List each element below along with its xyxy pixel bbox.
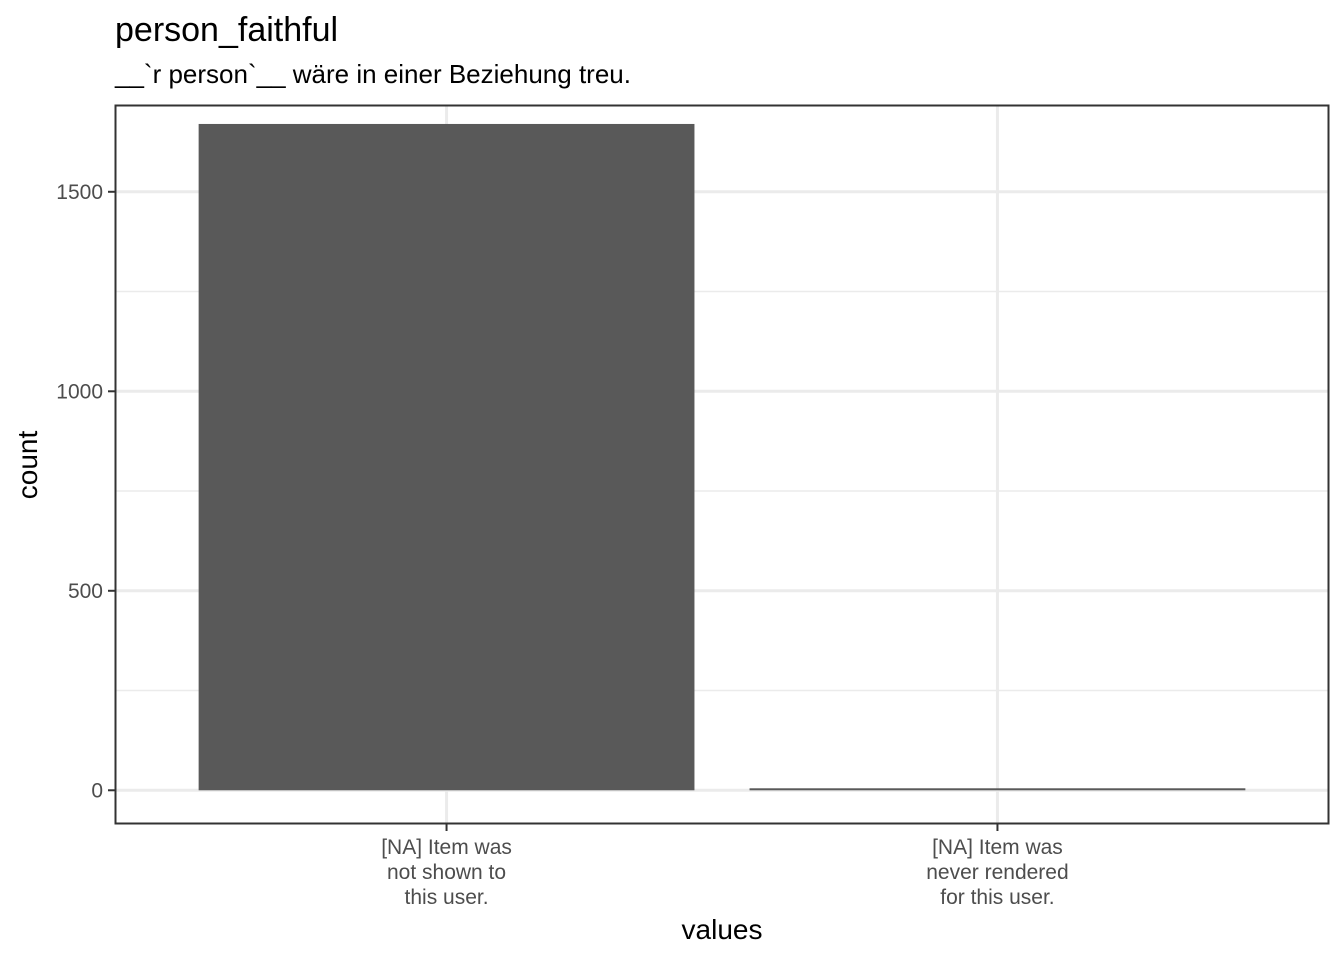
panel-border bbox=[114, 104, 1330, 825]
bar bbox=[198, 123, 695, 791]
x-tick-label-line: never rendered bbox=[926, 861, 1068, 884]
y-tick-label: 1000 bbox=[56, 380, 103, 403]
x-tick-label-line: [NA] Item was bbox=[381, 836, 512, 859]
x-axis-title: values bbox=[682, 914, 763, 945]
bars bbox=[198, 123, 1246, 791]
chart-subtitle: __`r person`__ wäre in einer Beziehung t… bbox=[114, 59, 631, 89]
x-tick-label-line: not shown to bbox=[387, 861, 506, 884]
y-tick-label: 500 bbox=[68, 580, 103, 603]
x-tick-label: [NA] Item was never rendered for this user… bbox=[926, 836, 1068, 909]
y-tick-label: 0 bbox=[91, 779, 103, 802]
bar bbox=[749, 788, 1246, 791]
x-tick-label: [NA] Item was not shown to this user. bbox=[381, 836, 512, 909]
x-tick-label-line: [NA] Item was bbox=[932, 836, 1063, 859]
x-tick-label-line: for this user. bbox=[940, 886, 1054, 909]
y-axis-title: count bbox=[12, 431, 43, 500]
chart-title: person_faithful bbox=[115, 11, 338, 49]
x-tick-label-line: this user. bbox=[405, 886, 489, 909]
y-tick-label: 1500 bbox=[56, 181, 103, 204]
